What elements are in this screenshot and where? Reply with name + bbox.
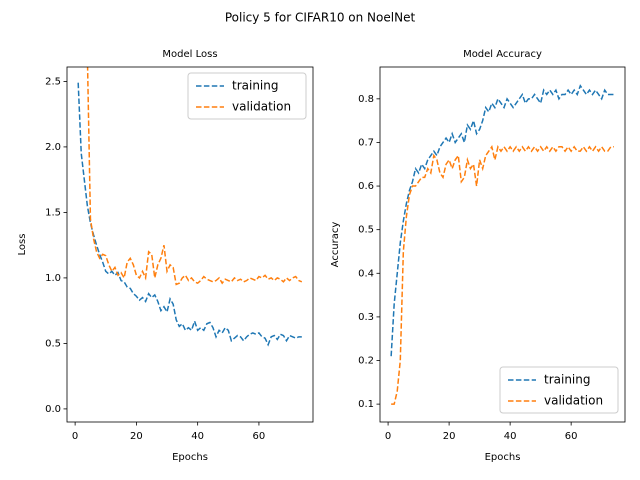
y-tick-label: 0.5 xyxy=(45,338,61,349)
y-tick-label: 0.2 xyxy=(358,356,374,367)
y-axis-label: Accuracy xyxy=(330,222,341,268)
axes-frame xyxy=(66,66,314,423)
series-line xyxy=(86,67,303,286)
y-tick-label: 0.0 xyxy=(45,404,61,415)
y-tick-label: 0.4 xyxy=(358,268,374,279)
axes-title: Model Accuracy xyxy=(463,49,542,60)
legend-box xyxy=(187,72,307,120)
x-tick-label: 20 xyxy=(130,431,143,442)
legend-label: training xyxy=(544,373,591,387)
series-line xyxy=(391,145,614,405)
y-tick-label: 0.7 xyxy=(358,137,374,148)
y-tick-label: 0.6 xyxy=(358,181,374,192)
y-tick-label: 0.3 xyxy=(358,312,374,323)
y-tick-label: 2.0 xyxy=(45,142,61,153)
y-tick-label: 0.8 xyxy=(358,94,374,105)
y-tick-label: 0.5 xyxy=(358,225,374,236)
x-tick-label: 60 xyxy=(565,431,578,442)
axes-frame xyxy=(379,66,626,423)
series-line xyxy=(77,82,302,347)
legend-label: training xyxy=(232,79,279,93)
legend-box xyxy=(499,366,619,414)
figure-title: Policy 5 for CIFAR10 on NoelNet xyxy=(225,11,416,25)
x-axis-label: Epochs xyxy=(485,452,521,463)
y-tick-label: 1.0 xyxy=(45,273,61,284)
series-line xyxy=(390,84,614,357)
plot-area xyxy=(77,67,303,347)
legend-label: validation xyxy=(232,100,291,114)
x-axis-label: Epochs xyxy=(172,452,208,463)
y-tick-label: 0.1 xyxy=(358,399,374,410)
x-tick-label: 20 xyxy=(443,431,456,442)
x-tick-label: 60 xyxy=(253,431,266,442)
axes-title: Model Loss xyxy=(162,49,217,60)
x-tick-label: 0 xyxy=(72,431,78,442)
plot-area xyxy=(390,84,614,405)
x-tick-label: 40 xyxy=(191,431,204,442)
y-axis-label: Loss xyxy=(17,234,28,256)
y-tick-label: 1.5 xyxy=(45,207,61,218)
x-tick-label: 0 xyxy=(385,431,391,442)
legend-label: validation xyxy=(544,394,603,408)
x-tick-label: 40 xyxy=(504,431,517,442)
y-tick-label: 2.5 xyxy=(45,76,61,87)
